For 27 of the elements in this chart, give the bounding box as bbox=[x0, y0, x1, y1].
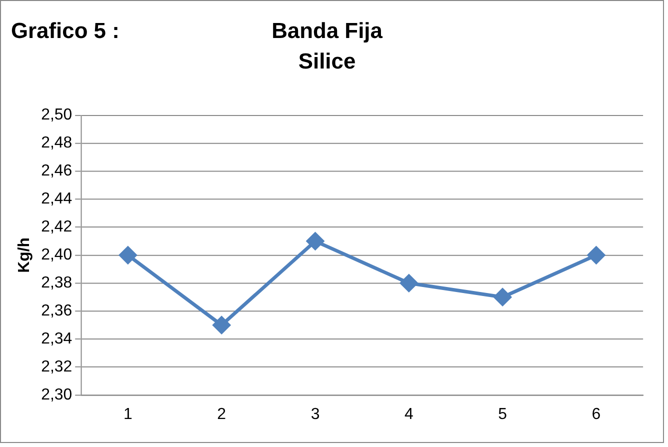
point bbox=[212, 316, 230, 334]
y-tick-label: 2,38 bbox=[41, 274, 72, 292]
x-tick-label: 6 bbox=[592, 406, 601, 423]
point bbox=[400, 274, 418, 292]
y-tick-label: 2,46 bbox=[41, 162, 72, 180]
point bbox=[588, 246, 605, 264]
x-tick-label: 3 bbox=[310, 406, 320, 423]
y-tick-label: 2,50 bbox=[41, 106, 72, 124]
y-tick-label: 2,48 bbox=[41, 134, 72, 152]
y-tick-label: 2,34 bbox=[41, 330, 72, 348]
chart-subtitle: Silice bbox=[298, 48, 356, 74]
x-tick-label: 5 bbox=[498, 406, 508, 423]
y-tick-label: 2,36 bbox=[41, 302, 72, 320]
y-axis-title: Kg/h bbox=[16, 237, 33, 273]
x-tick-label: 4 bbox=[404, 406, 414, 423]
y-tick-label: 2,42 bbox=[41, 218, 72, 236]
y-tick-label: 2,40 bbox=[41, 246, 72, 264]
x-tick-label: 1 bbox=[123, 406, 133, 423]
text: Grafico 5 : bbox=[10, 18, 120, 43]
chart-title: Banda Fija bbox=[272, 18, 384, 44]
point bbox=[306, 232, 324, 250]
y-tick-label: 2,30 bbox=[41, 386, 72, 404]
point bbox=[494, 288, 512, 306]
x-tick-label: 2 bbox=[217, 406, 226, 423]
y-tick-label: 2,44 bbox=[41, 190, 72, 208]
point bbox=[119, 246, 137, 264]
y-tick-label: 2,32 bbox=[41, 358, 72, 376]
